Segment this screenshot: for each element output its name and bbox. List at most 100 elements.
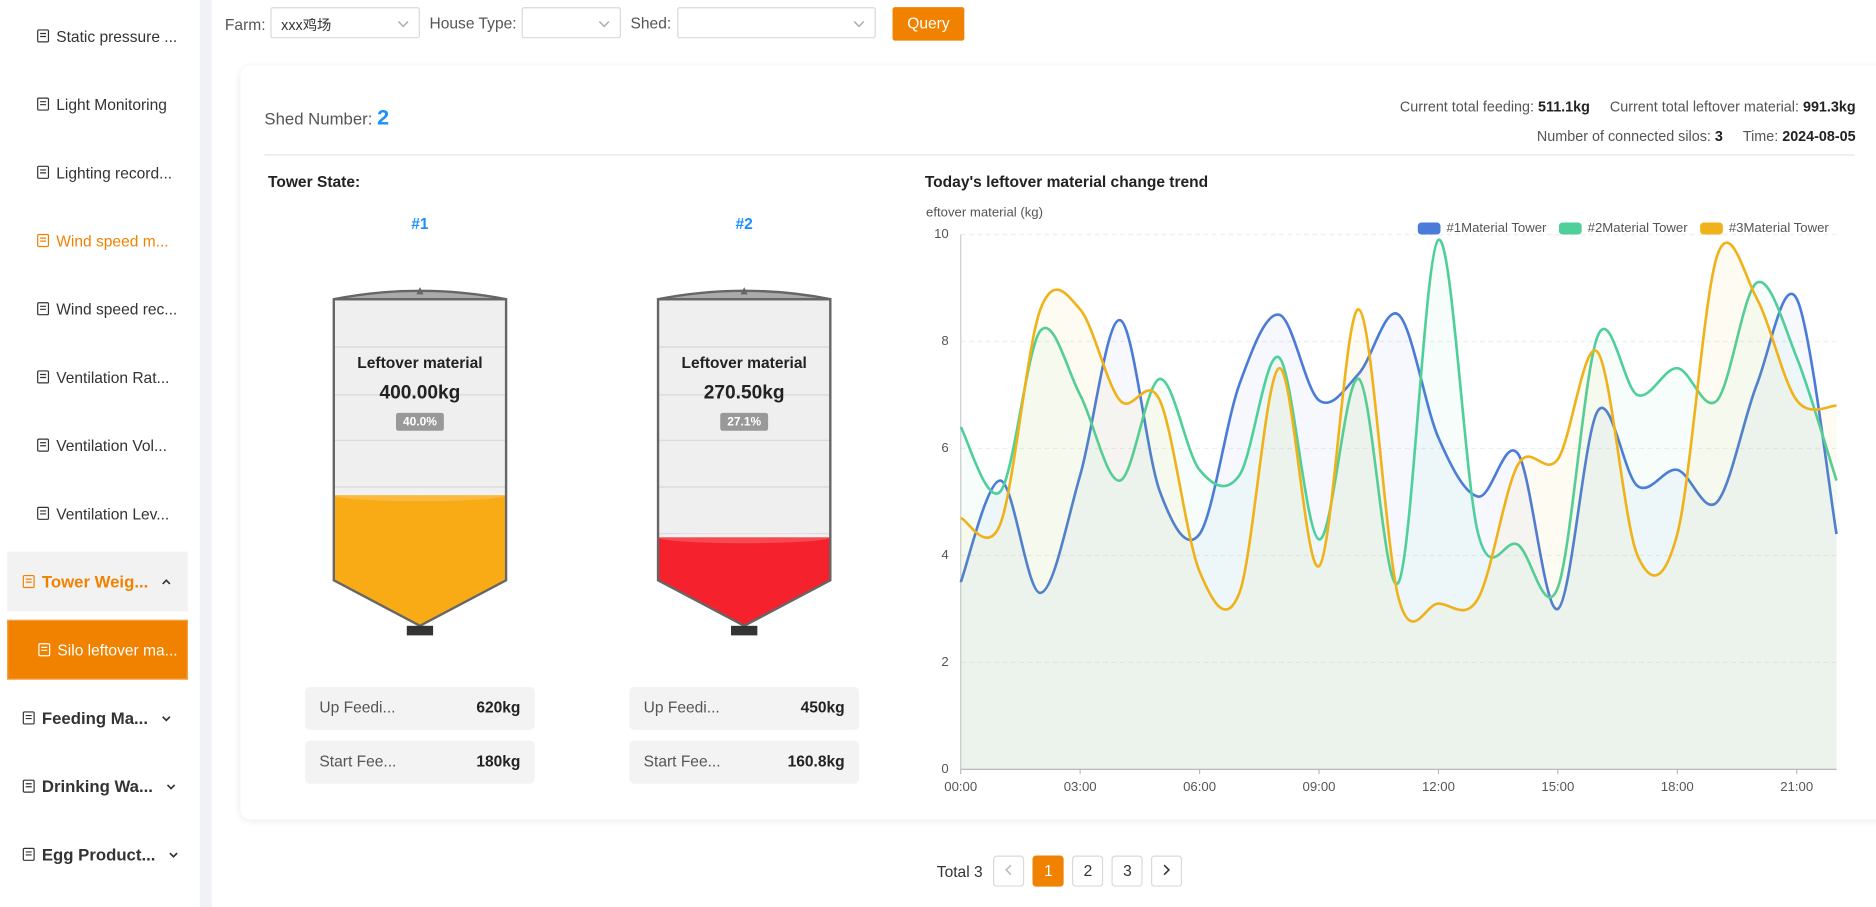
caret xyxy=(161,716,171,722)
fill-level xyxy=(333,495,507,626)
shed-label: Shed: xyxy=(630,14,672,33)
menu-item[interactable]: Ventilation Lev... xyxy=(7,483,188,543)
sidebar: Static pressure ... Light Monitoring Light… xyxy=(0,0,200,907)
tower-base xyxy=(406,625,434,636)
menu-item[interactable]: Egg Product... xyxy=(7,824,188,884)
value: 511.1kg xyxy=(1538,98,1590,115)
summary-row: Current total feeding: 511.1kg Current t… xyxy=(1400,92,1856,122)
line xyxy=(959,238,1838,599)
menu-label: Tower Weig... xyxy=(41,571,149,592)
x-tick-label: 15:00 xyxy=(1541,779,1574,794)
tower-label: Leftover material xyxy=(682,355,807,372)
tower-dome xyxy=(657,289,831,301)
area xyxy=(960,293,1837,770)
x-tick-label: 09:00 xyxy=(1303,779,1336,794)
menu-icon xyxy=(37,97,50,111)
page-button[interactable]: 1 xyxy=(1032,855,1065,887)
next-button[interactable] xyxy=(1151,855,1183,887)
menu-item[interactable]: Wind speed rec... xyxy=(7,279,188,339)
menu-label: Wind speed m... xyxy=(56,231,169,250)
house-select[interactable] xyxy=(521,7,621,39)
menu-item[interactable]: Feeding Ma... xyxy=(7,688,188,748)
menu-item[interactable]: Ventilation Vol... xyxy=(7,415,188,475)
menu-item[interactable]: Drinking Wa... xyxy=(7,756,188,816)
menu-label: Drinking Wa... xyxy=(41,776,153,796)
info-label: Start Fee... xyxy=(319,753,396,770)
dropdown-arrow xyxy=(853,21,865,28)
value: 3 xyxy=(1714,128,1723,145)
tower-amount: 270.50kg xyxy=(704,383,785,404)
menu-item[interactable]: Silo leftover ma... xyxy=(7,619,188,680)
caret xyxy=(166,784,176,790)
y-tick-label: 4 xyxy=(941,547,948,562)
shed-number: Shed Number: 2 xyxy=(264,105,389,130)
menu-item[interactable]: Static pressure ... xyxy=(7,6,188,66)
info-value: 180kg xyxy=(476,753,520,770)
menu-item[interactable]: Lighting record... xyxy=(7,142,188,202)
query-button[interactable]: Query xyxy=(892,7,965,41)
legend-label: #1Material Tower xyxy=(1446,220,1547,235)
page-button[interactable]: 2 xyxy=(1072,855,1104,887)
menu-label: Feeding Ma... xyxy=(41,708,148,728)
tower-name: #1 xyxy=(411,216,429,233)
legend-swatch xyxy=(1700,222,1723,235)
area xyxy=(960,239,1837,770)
menu-label: Static pressure ... xyxy=(56,26,178,45)
chart-title: Today's leftover material change trend xyxy=(925,174,1208,191)
select-value: xxx鸡场 xyxy=(281,16,332,34)
page-button[interactable]: 3 xyxy=(1111,855,1143,887)
info-box xyxy=(629,686,860,730)
menu-item[interactable]: Light Monitoring xyxy=(7,74,188,134)
y-tick-label: 6 xyxy=(941,440,948,455)
label: Shed Number: xyxy=(264,108,373,129)
info-box xyxy=(305,740,535,784)
menu-label: Ventilation Lev... xyxy=(56,504,170,523)
value: 991.3kg xyxy=(1802,98,1856,115)
y-tick-label: 8 xyxy=(941,333,948,348)
prev-button[interactable] xyxy=(993,855,1025,887)
tower-dome xyxy=(333,289,507,301)
caret xyxy=(169,852,178,858)
chevron xyxy=(1005,864,1012,876)
divider xyxy=(199,0,212,907)
x-tick-label: 12:00 xyxy=(1422,779,1455,794)
tower-percent: 27.1% xyxy=(727,415,761,429)
info-value: 450kg xyxy=(801,699,845,716)
menu-icon xyxy=(22,779,35,793)
legend-swatch xyxy=(1558,222,1582,235)
menu-label: Egg Product... xyxy=(41,844,156,864)
badge xyxy=(720,412,769,431)
label: Time: xyxy=(1742,128,1779,145)
info-value: 160.8kg xyxy=(788,753,845,770)
menu-item[interactable]: Wind speed m... xyxy=(7,211,188,271)
farm-select[interactable]: xxx鸡场 xyxy=(270,7,420,39)
label: Current total feeding: xyxy=(1399,98,1535,115)
fill-surface xyxy=(658,531,831,544)
total: Total 3 xyxy=(936,862,983,881)
menu-icon xyxy=(37,233,50,248)
x-tick-label: 18:00 xyxy=(1661,779,1694,794)
farm-label: Farm: xyxy=(225,14,266,36)
house-label: House Type: xyxy=(429,14,517,33)
menu-icon xyxy=(22,847,35,861)
y-tick-label: 10 xyxy=(934,226,949,241)
info-label: Up Feedi... xyxy=(644,699,720,716)
label: Farm: xyxy=(224,15,266,34)
menu-icon xyxy=(37,438,50,452)
summary-row: Number of connected silos: 3 Time: 2024-… xyxy=(1400,122,1856,152)
menu-icon xyxy=(37,165,50,179)
shed-select[interactable] xyxy=(677,7,876,39)
legend-swatch xyxy=(1417,222,1441,235)
legend-label: #3Material Tower xyxy=(1729,220,1830,235)
menu-icon xyxy=(22,711,35,725)
menu-item[interactable]: Ventilation Rat... xyxy=(7,347,188,407)
menu-item[interactable]: Tower Weig... xyxy=(7,551,188,612)
y-axis-label: eftover material (kg) xyxy=(926,204,1043,219)
info-label: Start Fee... xyxy=(644,753,721,770)
fill-level xyxy=(658,537,831,626)
tower-amount: 400.00kg xyxy=(380,383,461,404)
x-tick-label: 00:00 xyxy=(944,779,977,794)
menu-icon xyxy=(37,29,50,43)
